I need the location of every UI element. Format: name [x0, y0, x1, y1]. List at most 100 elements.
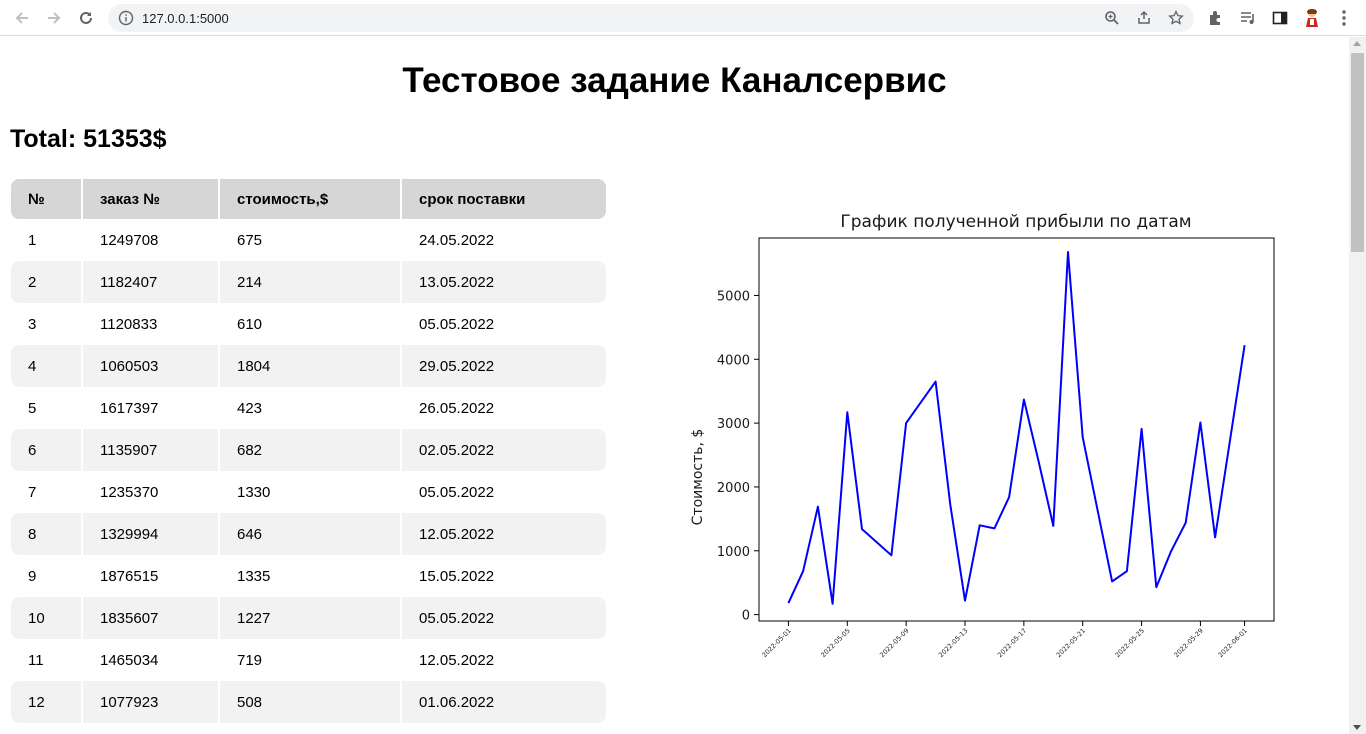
- cell-order-number: 1617397: [83, 387, 220, 429]
- page-scrollbar[interactable]: [1349, 37, 1366, 734]
- table-row: 4 1060503 1804 29.05.2022: [11, 345, 606, 387]
- cell-cost: 646: [220, 513, 402, 555]
- cell-cost: 508: [220, 681, 402, 723]
- x-tick-label: 2022-05-13: [937, 627, 969, 659]
- cell-delivery-date: 01.06.2022: [402, 681, 606, 723]
- table-header-row: № заказ № стоимость,$ срок поставки: [11, 179, 606, 219]
- cell-index: 6: [11, 429, 83, 471]
- cell-delivery-date: 26.05.2022: [419, 399, 495, 417]
- y-tick-label: 4000: [717, 353, 750, 368]
- info-icon[interactable]: [116, 8, 136, 28]
- cell-cost: 1804: [220, 345, 402, 387]
- forward-button[interactable]: [42, 6, 66, 30]
- more-menu-icon[interactable]: [1332, 6, 1356, 30]
- y-tick-label: 1000: [717, 545, 750, 560]
- cell-index: 11: [11, 639, 83, 681]
- cell-order-number: 1135907: [83, 429, 220, 471]
- cell-cost: 1227: [220, 597, 402, 639]
- url-text[interactable]: 127.0.0.1:5000: [142, 11, 229, 26]
- x-tick-label: 2022-05-01: [760, 627, 792, 659]
- reload-button[interactable]: [74, 6, 98, 30]
- cell-index: 5: [11, 387, 83, 429]
- column-header-cost: стоимость,$: [220, 179, 402, 219]
- cell-delivery-date: 05.05.2022: [419, 483, 495, 501]
- table-row: 12 1077923 508 01.06.2022: [11, 681, 606, 723]
- profit-series-line: [787, 251, 1246, 605]
- cell-delivery-date: 29.05.2022: [402, 345, 606, 387]
- cell-order-number: 1120833: [83, 303, 220, 345]
- table-row: 11 1465034 719 12.05.2022: [11, 639, 606, 681]
- chart-plot-frame: [758, 237, 1275, 622]
- cell-delivery-date: 13.05.2022: [402, 261, 606, 303]
- x-tick-label: 2022-05-09: [878, 627, 910, 659]
- y-tick-label: 0: [742, 609, 750, 624]
- cell-delivery-date: 02.05.2022: [402, 429, 606, 471]
- x-tick-label: 2022-06-01: [1217, 627, 1249, 659]
- cell-index: 3: [11, 303, 83, 345]
- table-row: 8 1329994 646 12.05.2022: [11, 513, 606, 555]
- share-icon[interactable]: [1134, 8, 1154, 28]
- back-arrow-icon: [15, 12, 28, 24]
- cell-order-number: 1077923: [83, 681, 220, 723]
- profit-chart: График полученной прибыли по датам Стоим…: [676, 203, 1296, 683]
- extensions-icon[interactable]: [1204, 6, 1228, 30]
- cell-order-number: 1235370: [83, 471, 220, 513]
- cell-delivery-date: 15.05.2022: [419, 567, 495, 585]
- x-tick-label: 2022-05-29: [1172, 627, 1204, 659]
- y-tick-label: 3000: [717, 417, 750, 432]
- scroll-down-arrow-icon[interactable]: [1353, 725, 1361, 730]
- cell-index: 4: [11, 345, 83, 387]
- zoom-icon[interactable]: [1102, 8, 1122, 28]
- x-tick-label: 2022-05-17: [996, 627, 1028, 659]
- x-tick-label: 2022-05-25: [1114, 627, 1146, 659]
- cell-order-number: 1249708: [83, 219, 220, 261]
- cell-order-number: 1465034: [83, 639, 220, 681]
- cell-delivery-date: 12.05.2022: [402, 513, 606, 555]
- media-controls-icon[interactable]: [1236, 6, 1260, 30]
- cell-cost: 719: [220, 639, 402, 681]
- table-row: 10 1835607 1227 05.05.2022: [11, 597, 606, 639]
- scroll-thumb[interactable]: [1351, 53, 1364, 252]
- cell-order-number: 1182407: [83, 261, 220, 303]
- table-row: 7 1235370 1330 05.05.2022: [11, 471, 606, 513]
- table-row: 6 1135907 682 02.05.2022: [11, 429, 606, 471]
- cell-cost: 1335: [220, 555, 402, 597]
- x-tick-label: 2022-05-21: [1055, 627, 1087, 659]
- cell-delivery-date: 05.05.2022: [419, 315, 495, 333]
- orders-table: № заказ № стоимость,$ срок поставки 1 124…: [11, 179, 606, 723]
- y-tick-label: 5000: [717, 289, 750, 304]
- chart-y-axis-label: Стоимость, $: [690, 429, 706, 526]
- browser-toolbar: 127.0.0.1:5000: [0, 0, 1366, 36]
- bookmark-star-icon[interactable]: [1166, 8, 1186, 28]
- cell-index: 1: [11, 219, 83, 261]
- cell-index: 10: [11, 597, 83, 639]
- y-tick-label: 2000: [717, 481, 750, 496]
- chart-title: График полученной прибыли по датам: [840, 212, 1191, 232]
- back-button[interactable]: [10, 6, 34, 30]
- column-header-delivery: срок поставки: [402, 179, 606, 219]
- cell-index: 8: [11, 513, 83, 555]
- profit-line-chart: График полученной прибыли по датам Стоим…: [690, 212, 1275, 659]
- column-header-index: №: [11, 179, 83, 219]
- profile-avatar-icon[interactable]: [1300, 6, 1324, 30]
- cell-order-number: 1060503: [83, 345, 220, 387]
- side-panel-icon[interactable]: [1268, 6, 1292, 30]
- scroll-up-arrow-icon[interactable]: [1353, 41, 1361, 46]
- table-row: 3 1120833 610 05.05.2022: [11, 303, 606, 345]
- cell-cost: 682: [220, 429, 402, 471]
- table-row: 5 1617397 423 26.05.2022: [11, 387, 606, 429]
- cell-delivery-date: 05.05.2022: [402, 597, 606, 639]
- forward-arrow-icon: [48, 12, 61, 24]
- table-row: 1 1249708 675 24.05.2022: [11, 219, 606, 261]
- cell-index: 7: [11, 471, 83, 513]
- cell-index: 9: [11, 555, 83, 597]
- address-bar[interactable]: 127.0.0.1:5000: [108, 4, 1194, 32]
- cell-order-number: 1835607: [83, 597, 220, 639]
- column-header-order: заказ №: [83, 179, 220, 219]
- cell-cost: 423: [220, 387, 402, 429]
- cell-index: 12: [11, 681, 83, 723]
- cell-delivery-date: 24.05.2022: [419, 231, 495, 249]
- page-title: Тестовое задание Каналсервис: [402, 61, 947, 100]
- cell-order-number: 1329994: [83, 513, 220, 555]
- table-row: 2 1182407 214 13.05.2022: [11, 261, 606, 303]
